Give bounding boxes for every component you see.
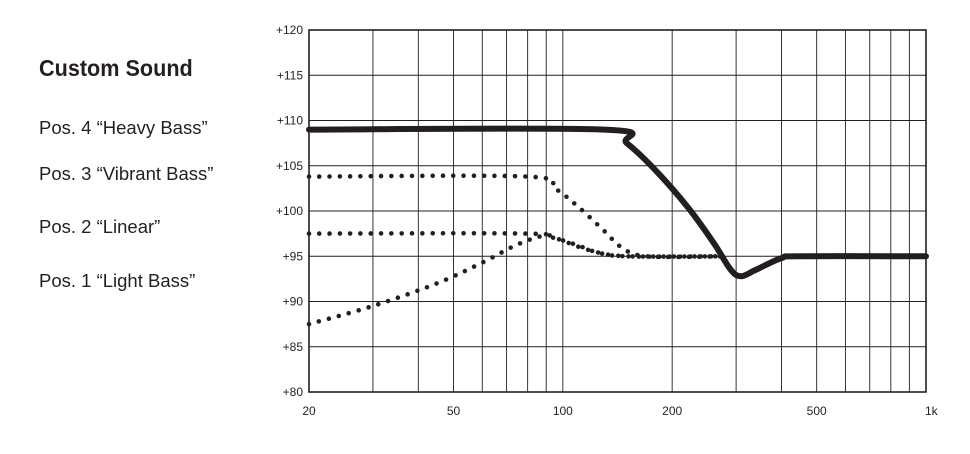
- series-group: [306, 125, 929, 327]
- series-light-bass: [306, 233, 728, 327]
- legend-title: Custom Sound: [39, 55, 193, 81]
- y-tick-label: +80: [283, 385, 304, 399]
- legend-item-linear: Pos. 2 “Linear”: [39, 216, 161, 237]
- plot-frame: [308, 29, 927, 393]
- series-heavy-bass: [306, 125, 929, 280]
- x-tick-label: 1k: [925, 404, 939, 418]
- x-tick-label: 100: [553, 404, 573, 418]
- series-vibrant-bass: [306, 173, 728, 260]
- x-tick-label: 20: [302, 404, 316, 418]
- y-tick-labels: +80 +85 +90 +95 +100 +105 +110 +115 +120: [276, 23, 303, 399]
- legend-item-light-bass: Pos. 1 “Light Bass”: [39, 270, 196, 291]
- x-tick-label: 200: [662, 404, 682, 418]
- x-tick-labels: 20 50 100 200 500 1k: [302, 404, 938, 418]
- legend-item-heavy-bass: Pos. 4 “Heavy Bass”: [39, 117, 208, 138]
- y-tick-label: +110: [277, 114, 303, 128]
- y-tick-label: +115: [277, 68, 303, 82]
- x-tick-label: 500: [807, 404, 827, 418]
- y-tick-label: +90: [283, 295, 304, 309]
- x-tick-label: 50: [447, 404, 461, 418]
- y-tick-label: +120: [276, 23, 303, 37]
- y-tick-label: +85: [283, 340, 304, 354]
- legend-item-vibrant-bass: Pos. 3 “Vibrant Bass”: [39, 163, 214, 184]
- legend: Custom Sound Pos. 4 “Heavy Bass” Pos. 3 …: [0, 0, 300, 454]
- y-tick-label: +105: [276, 159, 303, 173]
- y-tick-label: +100: [276, 204, 303, 218]
- grid: [308, 29, 927, 393]
- series-linear: [306, 230, 728, 259]
- y-tick-label: +95: [283, 249, 304, 263]
